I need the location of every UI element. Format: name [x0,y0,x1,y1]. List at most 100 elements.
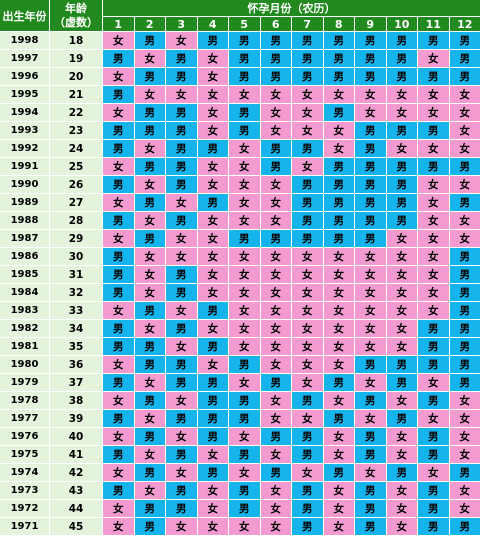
gender-cell-female: 女 [260,266,292,284]
gender-cell-male: 男 [418,518,450,536]
gender-cell-female: 女 [418,302,450,320]
gender-cell-male: 男 [323,32,355,50]
gender-cell-male: 男 [134,32,166,50]
gender-cell-male: 男 [449,356,481,374]
gender-cell-female: 女 [197,320,229,338]
gender-cell-male: 男 [166,320,198,338]
age-cell: 30 [50,248,103,266]
gender-cell-female: 女 [323,320,355,338]
gender-cell-female: 女 [197,158,229,176]
gender-cell-female: 女 [103,392,135,410]
birth-year-cell: 1993 [0,122,50,140]
birth-year-cell: 1990 [0,176,50,194]
gender-cell-male: 男 [292,212,324,230]
gender-cell-female: 女 [134,446,166,464]
gender-cell-female: 女 [355,410,387,428]
gender-cell-female: 女 [323,446,355,464]
gender-cell-male: 男 [449,68,481,86]
gender-cell-female: 女 [418,86,450,104]
age-cell: 36 [50,356,103,374]
gender-cell-male: 男 [229,32,261,50]
age-cell: 27 [50,194,103,212]
gender-cell-male: 男 [134,464,166,482]
gender-cell-female: 女 [134,212,166,230]
gender-cell-male: 男 [292,68,324,86]
gender-cell-male: 男 [386,32,418,50]
gender-cell-female: 女 [103,356,135,374]
gender-cell-male: 男 [103,50,135,68]
age-cell: 31 [50,266,103,284]
gender-cell-male: 男 [260,158,292,176]
gender-cell-male: 男 [292,428,324,446]
gender-cell-male: 男 [166,500,198,518]
gender-cell-male: 男 [229,446,261,464]
gender-cell-male: 男 [197,374,229,392]
gender-cell-male: 男 [355,194,387,212]
gender-cell-female: 女 [386,284,418,302]
gender-cell-male: 男 [418,158,450,176]
gender-cell-male: 男 [197,32,229,50]
gender-cell-male: 男 [292,500,324,518]
gender-cell-male: 男 [260,230,292,248]
gender-cell-male: 男 [418,122,450,140]
gender-cell-female: 女 [449,482,481,500]
age-cell: 26 [50,176,103,194]
gender-cell-female: 女 [355,86,387,104]
month-number-header: 7 [292,17,324,32]
gender-cell-female: 女 [355,284,387,302]
gender-cell-male: 男 [355,122,387,140]
gender-cell-female: 女 [418,464,450,482]
gender-cell-female: 女 [386,338,418,356]
month-number-header: 1 [103,17,135,32]
gender-cell-female: 女 [449,392,481,410]
gender-cell-male: 男 [103,212,135,230]
birth-year-header: 出生年份 [0,0,50,32]
age-cell: 24 [50,140,103,158]
gender-cell-male: 男 [229,410,261,428]
gender-cell-female: 女 [260,482,292,500]
gender-cell-male: 男 [166,50,198,68]
age-cell: 22 [50,104,103,122]
gender-cell-male: 男 [449,284,481,302]
month-number-header: 8 [323,17,355,32]
gender-cell-male: 男 [386,50,418,68]
gender-cell-male: 男 [292,518,324,536]
gender-cell-female: 女 [323,266,355,284]
gender-cell-female: 女 [292,122,324,140]
gender-cell-female: 女 [449,140,481,158]
gender-cell-female: 女 [166,86,198,104]
gender-cell-female: 女 [134,176,166,194]
gender-cell-female: 女 [449,446,481,464]
gender-cell-female: 女 [166,464,198,482]
gender-cell-female: 女 [323,482,355,500]
age-cell: 25 [50,158,103,176]
gender-cell-male: 男 [355,140,387,158]
gender-cell-male: 男 [134,68,166,86]
gender-cell-female: 女 [134,86,166,104]
gender-cell-female: 女 [323,356,355,374]
gender-cell-male: 男 [229,482,261,500]
gender-cell-male: 男 [229,50,261,68]
gender-cell-male: 男 [166,446,198,464]
gender-cell-female: 女 [260,122,292,140]
gender-cell-male: 男 [260,140,292,158]
gender-cell-female: 女 [134,266,166,284]
gender-cell-female: 女 [418,176,450,194]
gender-cell-male: 男 [386,374,418,392]
gender-cell-female: 女 [418,194,450,212]
gender-cell-male: 男 [386,158,418,176]
gender-cell-male: 男 [355,230,387,248]
gender-cell-male: 男 [103,374,135,392]
birth-year-cell: 1985 [0,266,50,284]
gender-cell-female: 女 [103,230,135,248]
gender-cell-male: 男 [355,428,387,446]
birth-year-cell: 1997 [0,50,50,68]
gender-cell-female: 女 [449,104,481,122]
gender-cell-female: 女 [166,194,198,212]
gender-cell-female: 女 [386,392,418,410]
gender-cell-male: 男 [134,338,166,356]
gender-cell-female: 女 [197,482,229,500]
gender-cell-male: 男 [134,122,166,140]
gender-cell-female: 女 [260,320,292,338]
gender-cell-male: 男 [355,32,387,50]
